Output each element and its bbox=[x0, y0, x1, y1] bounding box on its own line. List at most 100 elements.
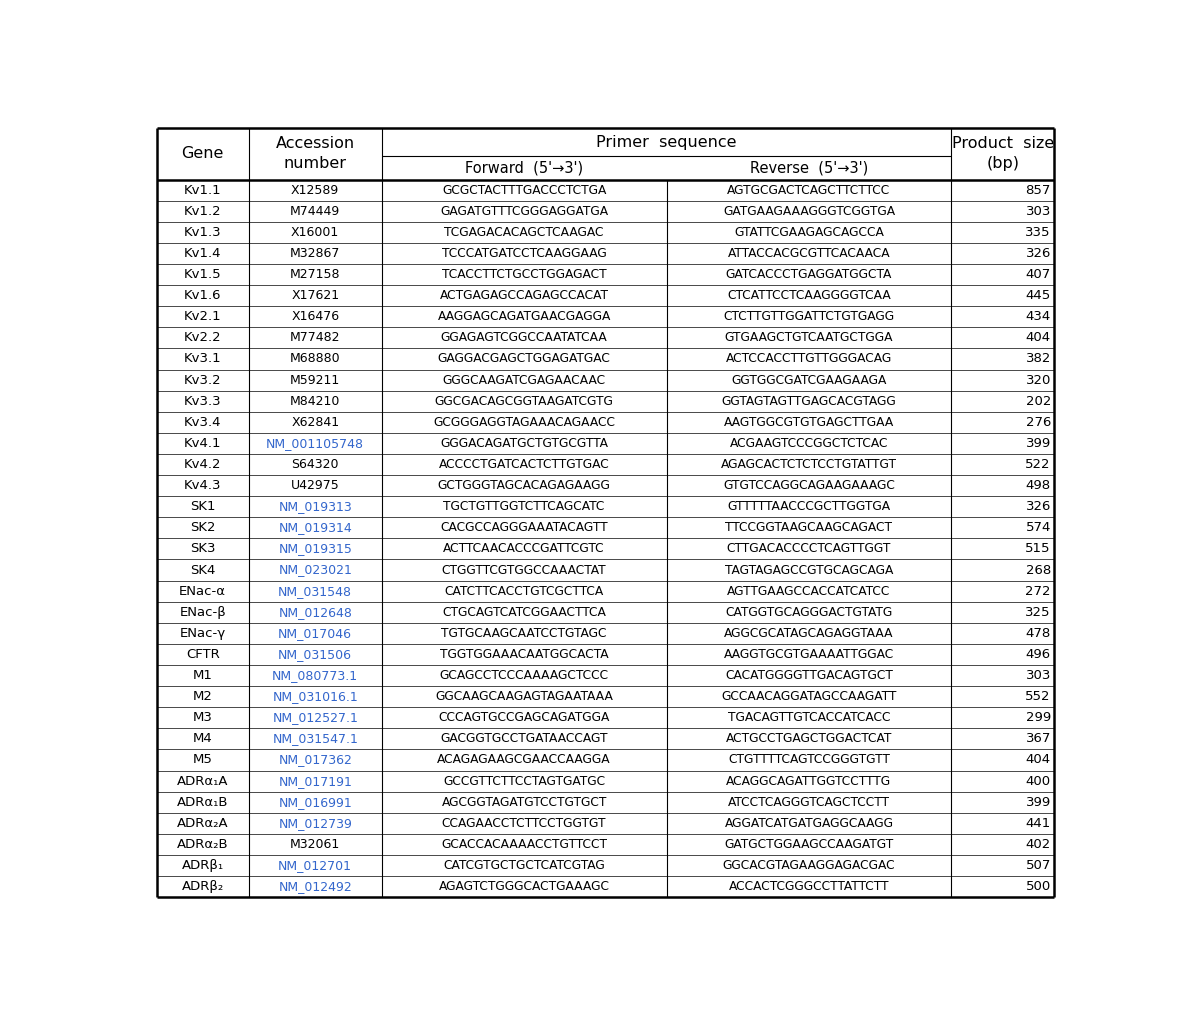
Text: 445: 445 bbox=[1026, 289, 1051, 302]
Text: TCGAGACACAGCTCAAGAC: TCGAGACACAGCTCAAGAC bbox=[444, 225, 604, 239]
Text: M2: M2 bbox=[193, 690, 212, 703]
Text: NM_017191: NM_017191 bbox=[278, 774, 352, 788]
Text: X62841: X62841 bbox=[291, 416, 339, 428]
Text: M32867: M32867 bbox=[290, 247, 340, 260]
Text: TGGTGGAAACAATGGCACTA: TGGTGGAAACAATGGCACTA bbox=[439, 648, 608, 661]
Text: SK1: SK1 bbox=[190, 500, 216, 514]
Text: X17621: X17621 bbox=[291, 289, 339, 302]
Text: Kv4.3: Kv4.3 bbox=[184, 479, 221, 492]
Text: 522: 522 bbox=[1025, 458, 1051, 471]
Text: 407: 407 bbox=[1026, 268, 1051, 281]
Text: Reverse  (5'→3'): Reverse (5'→3') bbox=[750, 160, 868, 176]
Text: Kv3.3: Kv3.3 bbox=[184, 395, 221, 408]
Text: M68880: M68880 bbox=[290, 352, 340, 365]
Text: Kv1.1: Kv1.1 bbox=[184, 184, 221, 197]
Text: GTGTCCAGGCAGAAGAAAGC: GTGTCCAGGCAGAAGAAAGC bbox=[723, 479, 895, 492]
Text: GCAGCCTCCCAAAAGCTCCC: GCAGCCTCCCAAAAGCTCCC bbox=[439, 669, 609, 682]
Text: 404: 404 bbox=[1026, 331, 1051, 344]
Text: 402: 402 bbox=[1026, 838, 1051, 851]
Text: ADRα₁A: ADRα₁A bbox=[177, 774, 229, 788]
Text: M27158: M27158 bbox=[290, 268, 340, 281]
Text: 303: 303 bbox=[1026, 205, 1051, 217]
Text: Kv1.4: Kv1.4 bbox=[184, 247, 221, 260]
Text: NM_012739: NM_012739 bbox=[278, 817, 352, 830]
Text: AAGGAGCAGATGAACGAGGA: AAGGAGCAGATGAACGAGGA bbox=[437, 311, 611, 323]
Text: GTTTTTAACCCGCTTGGTGA: GTTTTTAACCCGCTTGGTGA bbox=[727, 500, 891, 514]
Text: ACCCCTGATCACTCTTGTGAC: ACCCCTGATCACTCTTGTGAC bbox=[438, 458, 609, 471]
Text: ACGAAGTCCCGGCTCTCAC: ACGAAGTCCCGGCTCTCAC bbox=[729, 436, 888, 450]
Text: AAGTGGCGTGTGAGCTTGAA: AAGTGGCGTGTGAGCTTGAA bbox=[723, 416, 894, 428]
Text: GAGGACGAGCTGGAGATGAC: GAGGACGAGCTGGAGATGAC bbox=[438, 352, 610, 365]
Text: Gene: Gene bbox=[181, 146, 224, 161]
Text: ENac-α: ENac-α bbox=[179, 585, 226, 598]
Text: Kv1.5: Kv1.5 bbox=[184, 268, 221, 281]
Text: ADRβ₂: ADRβ₂ bbox=[181, 880, 224, 893]
Text: M84210: M84210 bbox=[290, 395, 340, 408]
Text: GATGCTGGAAGCCAAGATGT: GATGCTGGAAGCCAAGATGT bbox=[724, 838, 894, 851]
Text: GCGGGAGGTAGAAACAGAACC: GCGGGAGGTAGAAACAGAACC bbox=[434, 416, 615, 428]
Text: CTCTTGTTGGATTCTGTGAGG: CTCTTGTTGGATTCTGTGAGG bbox=[723, 311, 894, 323]
Text: Kv2.2: Kv2.2 bbox=[184, 331, 221, 344]
Text: Kv4.2: Kv4.2 bbox=[184, 458, 221, 471]
Text: CTGCAGTCATCGGAACTTCA: CTGCAGTCATCGGAACTTCA bbox=[442, 606, 605, 619]
Text: ADRα₁B: ADRα₁B bbox=[177, 796, 229, 809]
Text: M3: M3 bbox=[193, 712, 212, 725]
Text: M4: M4 bbox=[193, 733, 212, 745]
Text: 202: 202 bbox=[1026, 395, 1051, 408]
Text: GGAGAGTCGGCCAATATCAA: GGAGAGTCGGCCAATATCAA bbox=[441, 331, 608, 344]
Text: M59211: M59211 bbox=[290, 374, 340, 387]
Text: CTGGTTCGTGGCCAAACTAT: CTGGTTCGTGGCCAAACTAT bbox=[442, 563, 607, 577]
Text: 498: 498 bbox=[1026, 479, 1051, 492]
Text: NM_023021: NM_023021 bbox=[278, 563, 352, 577]
Text: TGACAGTTGTCACCATCACC: TGACAGTTGTCACCATCACC bbox=[728, 712, 891, 725]
Text: GCCAACAGGATAGCCAAGATT: GCCAACAGGATAGCCAAGATT bbox=[721, 690, 896, 703]
Text: GACGGTGCCTGATAACCAGT: GACGGTGCCTGATAACCAGT bbox=[441, 733, 608, 745]
Text: 434: 434 bbox=[1026, 311, 1051, 323]
Text: SK3: SK3 bbox=[190, 542, 216, 555]
Text: 857: 857 bbox=[1026, 184, 1051, 197]
Text: M1: M1 bbox=[193, 669, 212, 682]
Text: NM_080773.1: NM_080773.1 bbox=[272, 669, 358, 682]
Text: 325: 325 bbox=[1025, 606, 1051, 619]
Text: 404: 404 bbox=[1026, 753, 1051, 766]
Text: 399: 399 bbox=[1026, 436, 1051, 450]
Text: ADRβ₁: ADRβ₁ bbox=[181, 859, 224, 872]
Text: NM_031506: NM_031506 bbox=[278, 648, 352, 661]
Text: Kv2.1: Kv2.1 bbox=[184, 311, 221, 323]
Text: 367: 367 bbox=[1026, 733, 1051, 745]
Text: GGTAGTAGTTGAGCACGTAGG: GGTAGTAGTTGAGCACGTAGG bbox=[722, 395, 896, 408]
Text: CTGTTTTCAGTCCGGGTGTT: CTGTTTTCAGTCCGGGTGTT bbox=[728, 753, 889, 766]
Text: NM_012701: NM_012701 bbox=[278, 859, 352, 872]
Text: GGGACAGATGCTGTGCGTTA: GGGACAGATGCTGTGCGTTA bbox=[441, 436, 608, 450]
Text: NM_031548: NM_031548 bbox=[278, 585, 352, 598]
Text: ENac-γ: ENac-γ bbox=[179, 627, 226, 639]
Text: GATGAAGAAAGGGTCGGTGA: GATGAAGAAAGGGTCGGTGA bbox=[723, 205, 895, 217]
Text: GAGATGTTTCGGGAGGATGA: GAGATGTTTCGGGAGGATGA bbox=[441, 205, 608, 217]
Text: GGGCAAGATCGAGAACAAC: GGGCAAGATCGAGAACAAC bbox=[443, 374, 605, 387]
Text: GGCACGTAGAAGGAGACGAC: GGCACGTAGAAGGAGACGAC bbox=[722, 859, 895, 872]
Text: NM_012648: NM_012648 bbox=[278, 606, 352, 619]
Text: ADRα₂A: ADRα₂A bbox=[177, 817, 229, 830]
Text: TCACCTTCTGCCTGGAGACT: TCACCTTCTGCCTGGAGACT bbox=[442, 268, 607, 281]
Text: CACATGGGGTTGACAGTGCT: CACATGGGGTTGACAGTGCT bbox=[724, 669, 893, 682]
Text: ATTACCACGCGTTCACAACA: ATTACCACGCGTTCACAACA bbox=[728, 247, 891, 260]
Text: ACTGAGAGCCAGAGCCACAT: ACTGAGAGCCAGAGCCACAT bbox=[439, 289, 609, 302]
Text: TGCTGTTGGTCTTCAGCATC: TGCTGTTGGTCTTCAGCATC bbox=[443, 500, 604, 514]
Text: CATCTTCACCTGTCGCTTCA: CATCTTCACCTGTCGCTTCA bbox=[444, 585, 604, 598]
Text: GGTGGCGATCGAAGAAGA: GGTGGCGATCGAAGAAGA bbox=[732, 374, 887, 387]
Text: Kv4.1: Kv4.1 bbox=[184, 436, 221, 450]
Text: ACTCCACCTTGTTGGGACAG: ACTCCACCTTGTTGGGACAG bbox=[726, 352, 892, 365]
Text: 268: 268 bbox=[1026, 563, 1051, 577]
Text: AGAGTCTGGGCACTGAAAGC: AGAGTCTGGGCACTGAAAGC bbox=[438, 880, 610, 893]
Text: M74449: M74449 bbox=[290, 205, 340, 217]
Text: GCCGTTCTTCCTAGTGATGC: GCCGTTCTTCCTAGTGATGC bbox=[443, 774, 605, 788]
Text: AGTTGAAGCCACCATCATCC: AGTTGAAGCCACCATCATCC bbox=[727, 585, 891, 598]
Text: M32061: M32061 bbox=[290, 838, 340, 851]
Text: NM_017362: NM_017362 bbox=[278, 753, 352, 766]
Text: U42975: U42975 bbox=[291, 479, 339, 492]
Text: 276: 276 bbox=[1026, 416, 1051, 428]
Text: 326: 326 bbox=[1026, 247, 1051, 260]
Text: CFTR: CFTR bbox=[186, 648, 219, 661]
Text: SK4: SK4 bbox=[190, 563, 216, 577]
Text: CATCGTGCTGCTCATCGTAG: CATCGTGCTGCTCATCGTAG bbox=[443, 859, 605, 872]
